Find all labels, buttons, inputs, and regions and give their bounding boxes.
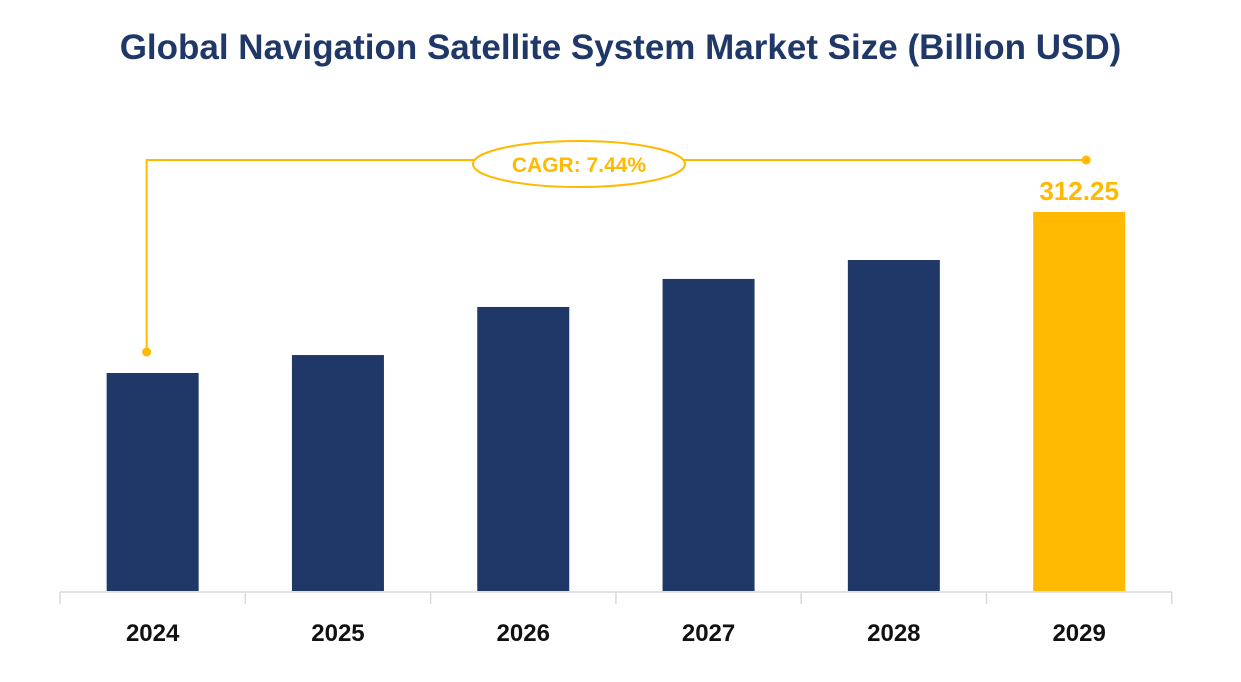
bar-2024 <box>106 373 199 591</box>
x-tick-label: 2025 <box>311 620 364 647</box>
x-tick-label: 2024 <box>126 620 180 647</box>
data-label: 312.25 <box>1039 176 1119 206</box>
bar-2025 <box>291 355 384 591</box>
cagr-ellipse <box>472 140 686 188</box>
cagr-end-dot <box>1081 155 1091 165</box>
chart-title: Global Navigation Satellite System Marke… <box>119 28 1122 67</box>
x-tick-label: 2028 <box>867 620 920 647</box>
cagr-start-dot <box>142 347 152 357</box>
x-tick-label: 2026 <box>497 620 550 647</box>
cagr-connector-line <box>145 159 1087 353</box>
x-tick-label: 2029 <box>1052 620 1105 647</box>
x-tick-label: 2027 <box>682 620 735 647</box>
bar-2026 <box>477 306 570 591</box>
bar-2028 <box>847 260 940 591</box>
bar-2029 <box>1033 212 1126 591</box>
bar-2027 <box>662 278 755 591</box>
cagr-label: CAGR: 7.44% <box>512 154 647 177</box>
